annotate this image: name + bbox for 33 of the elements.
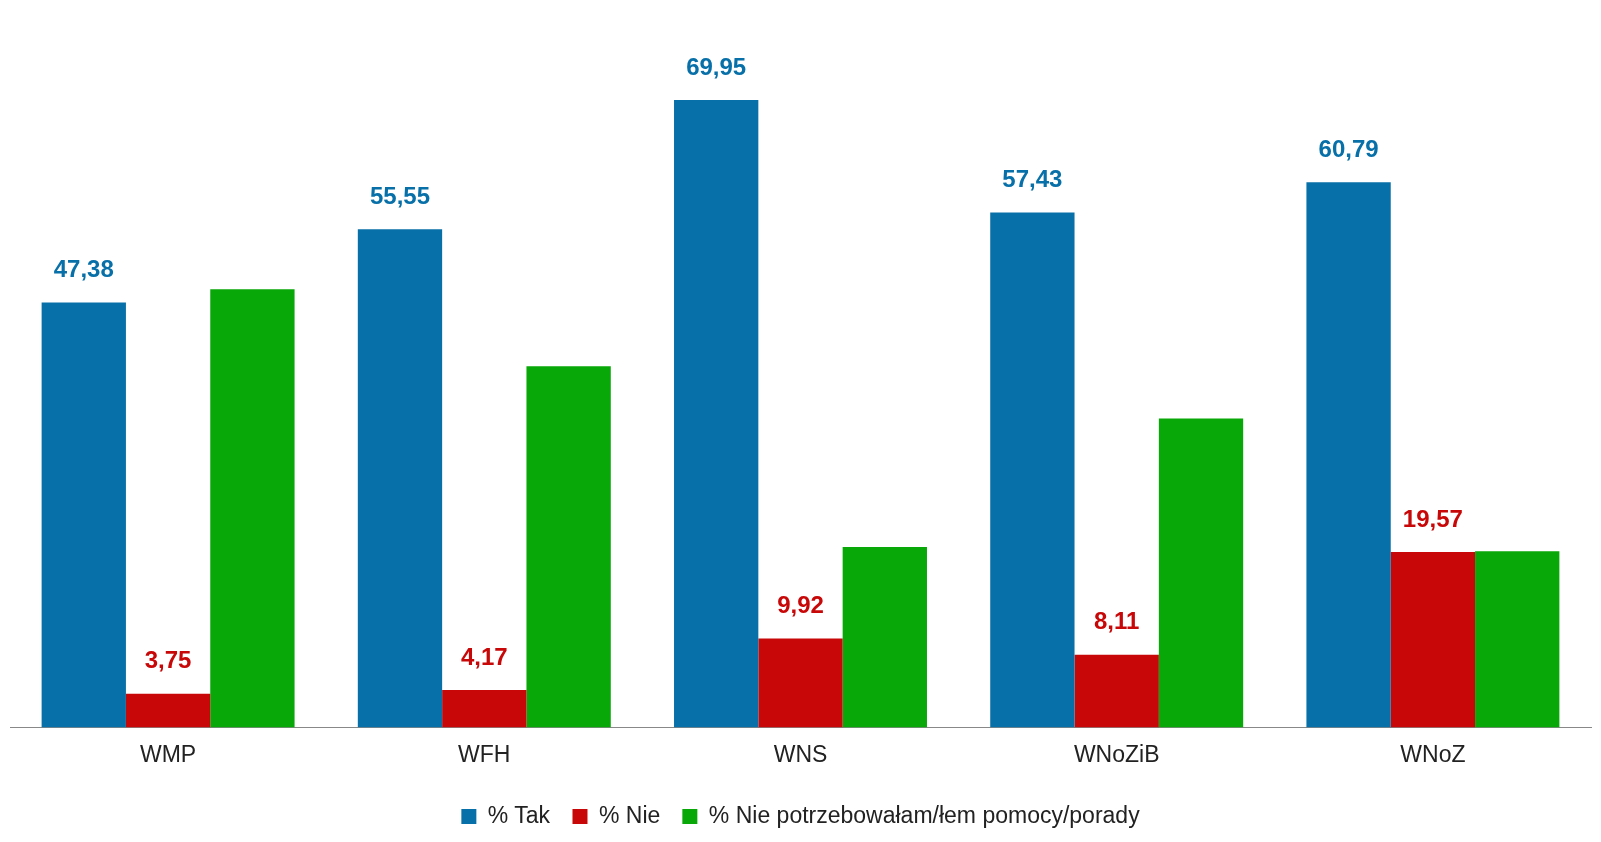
data-label: 47,38 xyxy=(53,255,114,283)
data-label: 69,95 xyxy=(686,52,747,80)
x-tick-label: WFH xyxy=(458,740,511,767)
bar xyxy=(442,690,527,728)
bar xyxy=(357,229,443,728)
bar xyxy=(210,289,295,728)
data-label: 8,11 xyxy=(1094,607,1140,635)
bar xyxy=(1306,182,1391,728)
data-label: 3,75 xyxy=(144,646,192,674)
bar xyxy=(1074,654,1159,728)
legend-label: % Tak xyxy=(487,801,551,828)
bar xyxy=(758,638,843,728)
bar xyxy=(1475,551,1560,728)
x-tick-label: WNoZiB xyxy=(1073,740,1160,767)
bar xyxy=(990,212,1075,728)
bar xyxy=(41,302,126,728)
data-label: 19,57 xyxy=(1402,504,1463,532)
data-label: 9,92 xyxy=(777,591,824,619)
legend-label: % Nie potrzebowałam/łem pomocy/porady xyxy=(708,801,1141,828)
bar xyxy=(1390,551,1476,728)
data-label: 57,43 xyxy=(1002,165,1063,193)
legend-label: % Nie xyxy=(598,801,661,828)
bar xyxy=(842,546,927,728)
data-label: 4,17 xyxy=(460,642,508,670)
data-label: 55,55 xyxy=(369,181,431,209)
x-tick-label: WMP xyxy=(139,740,197,767)
x-tick-label: WNS xyxy=(773,740,828,767)
bar xyxy=(526,366,611,728)
bar xyxy=(674,100,759,728)
bar xyxy=(1158,418,1244,728)
data-label: 60,79 xyxy=(1318,134,1379,162)
x-tick-label: WNoZ xyxy=(1400,740,1466,767)
bar xyxy=(125,693,211,728)
